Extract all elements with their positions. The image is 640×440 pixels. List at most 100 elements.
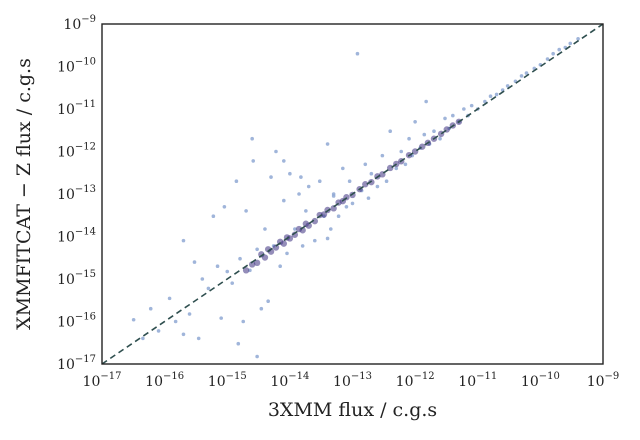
data-point: [519, 74, 524, 78]
y-tick-label: 10−14: [57, 227, 96, 246]
data-point: [483, 99, 487, 104]
data-point: [282, 198, 286, 203]
data-point: [206, 286, 211, 291]
reference-line-y-equals-x: [101, 23, 604, 365]
x-axis-label: 3XMM flux / c.g.s: [268, 399, 437, 421]
data-point: [355, 51, 360, 56]
data-point: [462, 107, 466, 111]
data-point: [238, 256, 242, 261]
dense-data-point: [242, 267, 250, 274]
data-point: [259, 306, 264, 311]
data-point: [300, 244, 305, 248]
data-point: [576, 36, 580, 41]
y-tick-label: 10−11: [57, 99, 96, 118]
y-tick-label: 10−9: [63, 14, 96, 33]
data-point: [494, 92, 499, 97]
data-point: [325, 142, 330, 146]
dense-data-point: [248, 261, 256, 268]
data-point: [306, 184, 311, 189]
data-point: [255, 247, 259, 252]
data-point: [173, 319, 178, 324]
data-point: [413, 119, 417, 124]
dense-data-point: [280, 240, 288, 247]
data-point: [424, 99, 428, 104]
data-point: [192, 260, 197, 264]
data-point: [336, 214, 341, 219]
dense-data-point: [272, 244, 280, 251]
data-point: [328, 227, 333, 231]
data-point: [366, 196, 371, 200]
data-point: [244, 209, 248, 213]
data-point: [403, 162, 408, 167]
x-tick-label: 10−10: [521, 371, 560, 390]
data-point: [443, 116, 447, 121]
data-point: [312, 238, 317, 243]
data-point: [394, 166, 399, 171]
dense-data-point: [311, 217, 318, 225]
data-point: [222, 204, 227, 209]
data-point: [399, 149, 404, 154]
data-point: [293, 227, 297, 231]
data-point: [369, 171, 374, 176]
data-point: [148, 306, 153, 311]
data-point: [167, 296, 172, 301]
data-point: [278, 264, 282, 269]
data-point: [344, 204, 349, 209]
data-point: [187, 312, 192, 316]
y-tick-label: 10−12: [57, 142, 96, 161]
data-point: [282, 159, 286, 163]
y-tick-label: 10−13: [57, 184, 96, 203]
y-tick-label: 10−10: [57, 57, 96, 76]
data-point: [551, 51, 555, 56]
y-tick-label: 10−15: [57, 269, 96, 288]
data-point: [234, 179, 239, 184]
data-point: [384, 179, 389, 184]
data-point: [215, 264, 220, 269]
dense-data-point: [305, 222, 312, 229]
data-point: [250, 136, 254, 141]
data-point: [363, 162, 368, 167]
data-point: [131, 317, 136, 322]
plot-frame: [101, 23, 604, 365]
data-point: [422, 132, 427, 137]
data-point: [285, 251, 289, 256]
data-point: [236, 341, 241, 346]
data-point: [524, 71, 529, 75]
x-tick-label: 10−12: [396, 371, 435, 390]
x-tick-label: 10−11: [458, 371, 497, 390]
y-axis-ticks: 10−17 10−16 10−15 10−14 10−13 10−12 10−11 10−10…: [57, 14, 96, 373]
data-point: [350, 201, 355, 206]
dense-data-point: [387, 164, 394, 172]
data-point: [241, 319, 246, 324]
data-point: [196, 336, 201, 341]
data-point: [263, 227, 267, 231]
data-point: [255, 354, 259, 359]
data-point: [347, 179, 352, 184]
data-point: [211, 214, 216, 219]
y-tick-label: 10−16: [57, 312, 96, 331]
data-point: [156, 329, 161, 333]
data-point: [568, 41, 573, 46]
data-point: [375, 184, 380, 189]
dense-data-point: [330, 205, 337, 212]
x-tick-label: 10−9: [587, 371, 620, 390]
dense-data-point: [261, 254, 269, 261]
data-point: [141, 336, 145, 341]
data-point: [340, 166, 345, 171]
data-points: [131, 36, 580, 359]
data-point: [181, 332, 186, 337]
data-point: [269, 175, 273, 179]
data-point: [304, 209, 308, 213]
data-point: [388, 129, 393, 134]
data-point: [325, 236, 330, 241]
data-point: [225, 269, 230, 274]
x-tick-label: 10−13: [333, 371, 372, 390]
data-point: [331, 192, 336, 196]
data-point: [545, 57, 550, 61]
data-point: [407, 136, 411, 141]
data-point: [488, 94, 493, 99]
dense-data-point: [253, 259, 261, 267]
data-point: [557, 47, 562, 52]
data-point: [219, 316, 223, 320]
